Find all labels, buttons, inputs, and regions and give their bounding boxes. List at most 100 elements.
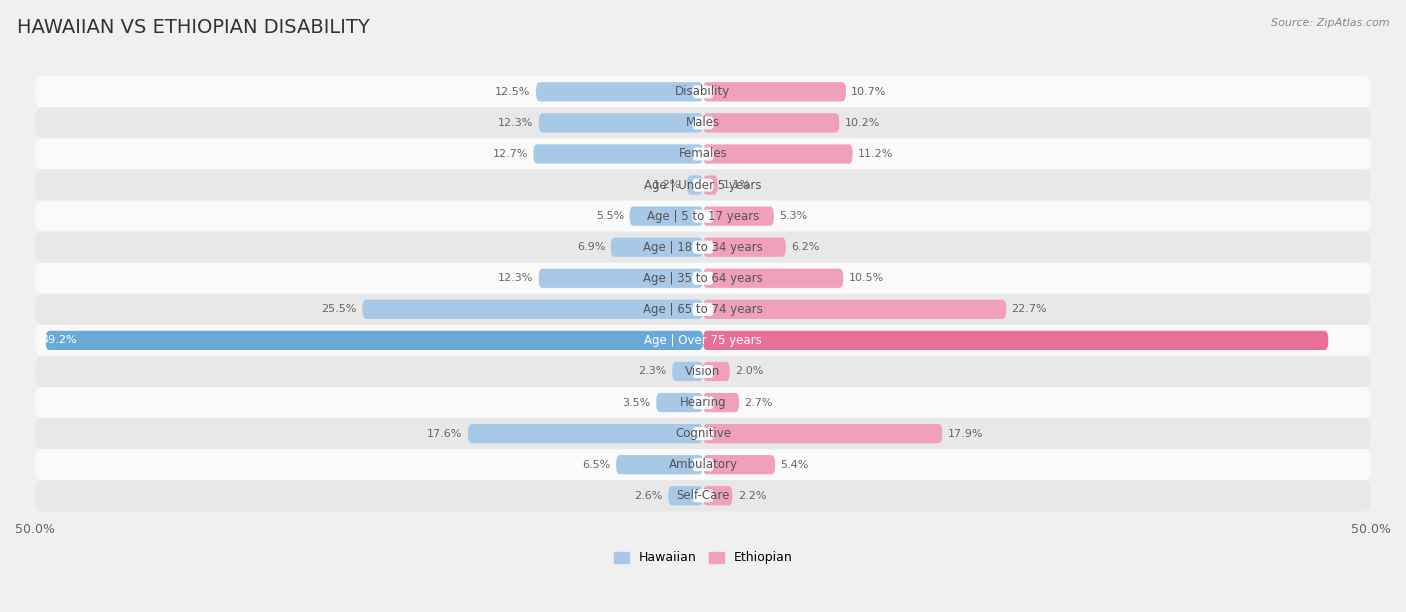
FancyBboxPatch shape (692, 241, 714, 254)
FancyBboxPatch shape (35, 356, 1371, 387)
FancyBboxPatch shape (703, 206, 773, 226)
Text: 10.7%: 10.7% (851, 87, 887, 97)
Text: 17.9%: 17.9% (948, 428, 983, 439)
Text: 3.5%: 3.5% (623, 398, 651, 408)
FancyBboxPatch shape (536, 82, 703, 102)
Text: 12.7%: 12.7% (492, 149, 529, 159)
FancyBboxPatch shape (35, 76, 1371, 107)
Text: 2.2%: 2.2% (738, 491, 766, 501)
FancyBboxPatch shape (692, 303, 714, 316)
Text: 2.7%: 2.7% (744, 398, 773, 408)
Text: 10.5%: 10.5% (849, 274, 884, 283)
Text: Self-Care: Self-Care (676, 489, 730, 502)
FancyBboxPatch shape (35, 325, 1371, 356)
FancyBboxPatch shape (692, 85, 714, 99)
Text: 5.5%: 5.5% (596, 211, 624, 221)
Text: 2.3%: 2.3% (638, 367, 666, 376)
Text: Age | Over 75 years: Age | Over 75 years (644, 334, 762, 347)
Text: Vision: Vision (685, 365, 721, 378)
Text: 1.2%: 1.2% (654, 180, 682, 190)
Text: 2.0%: 2.0% (735, 367, 763, 376)
Text: 1.1%: 1.1% (723, 180, 751, 190)
FancyBboxPatch shape (703, 113, 839, 133)
Text: Ambulatory: Ambulatory (668, 458, 738, 471)
Text: Age | 35 to 64 years: Age | 35 to 64 years (643, 272, 763, 285)
FancyBboxPatch shape (35, 449, 1371, 480)
FancyBboxPatch shape (692, 427, 714, 440)
Text: Source: ZipAtlas.com: Source: ZipAtlas.com (1271, 18, 1389, 28)
FancyBboxPatch shape (35, 107, 1371, 138)
Text: HAWAIIAN VS ETHIOPIAN DISABILITY: HAWAIIAN VS ETHIOPIAN DISABILITY (17, 18, 370, 37)
Text: Age | 65 to 74 years: Age | 65 to 74 years (643, 303, 763, 316)
FancyBboxPatch shape (630, 206, 703, 226)
FancyBboxPatch shape (35, 480, 1371, 511)
FancyBboxPatch shape (703, 330, 1329, 350)
FancyBboxPatch shape (35, 387, 1371, 418)
FancyBboxPatch shape (363, 300, 703, 319)
Text: 6.2%: 6.2% (792, 242, 820, 252)
Text: Hearing: Hearing (679, 396, 727, 409)
FancyBboxPatch shape (688, 176, 703, 195)
Text: 2.6%: 2.6% (634, 491, 662, 501)
FancyBboxPatch shape (692, 179, 714, 192)
FancyBboxPatch shape (616, 455, 703, 474)
Text: Age | 5 to 17 years: Age | 5 to 17 years (647, 210, 759, 223)
FancyBboxPatch shape (35, 138, 1371, 170)
FancyBboxPatch shape (610, 237, 703, 257)
FancyBboxPatch shape (538, 269, 703, 288)
FancyBboxPatch shape (35, 201, 1371, 232)
FancyBboxPatch shape (703, 455, 775, 474)
FancyBboxPatch shape (692, 365, 714, 378)
FancyBboxPatch shape (668, 486, 703, 506)
Text: 17.6%: 17.6% (427, 428, 463, 439)
FancyBboxPatch shape (35, 418, 1371, 449)
FancyBboxPatch shape (703, 424, 942, 443)
Text: 11.2%: 11.2% (858, 149, 893, 159)
Text: 46.8%: 46.8% (1329, 335, 1364, 345)
FancyBboxPatch shape (538, 113, 703, 133)
FancyBboxPatch shape (703, 393, 740, 412)
Text: 6.5%: 6.5% (582, 460, 610, 469)
FancyBboxPatch shape (468, 424, 703, 443)
Text: Age | Under 5 years: Age | Under 5 years (644, 179, 762, 192)
FancyBboxPatch shape (703, 300, 1007, 319)
FancyBboxPatch shape (692, 147, 714, 160)
FancyBboxPatch shape (35, 263, 1371, 294)
FancyBboxPatch shape (703, 237, 786, 257)
FancyBboxPatch shape (692, 458, 714, 471)
FancyBboxPatch shape (692, 209, 714, 223)
Text: Disability: Disability (675, 85, 731, 99)
FancyBboxPatch shape (692, 396, 714, 409)
FancyBboxPatch shape (692, 116, 714, 129)
FancyBboxPatch shape (672, 362, 703, 381)
Text: 5.4%: 5.4% (780, 460, 808, 469)
FancyBboxPatch shape (692, 489, 714, 502)
Text: 25.5%: 25.5% (322, 304, 357, 315)
FancyBboxPatch shape (533, 144, 703, 163)
FancyBboxPatch shape (703, 269, 844, 288)
FancyBboxPatch shape (703, 176, 717, 195)
Text: Males: Males (686, 116, 720, 129)
Text: 22.7%: 22.7% (1011, 304, 1047, 315)
FancyBboxPatch shape (35, 294, 1371, 325)
Text: 5.3%: 5.3% (779, 211, 807, 221)
Text: 49.2%: 49.2% (42, 335, 77, 345)
FancyBboxPatch shape (692, 272, 714, 285)
Text: Age | 18 to 34 years: Age | 18 to 34 years (643, 241, 763, 254)
Legend: Hawaiian, Ethiopian: Hawaiian, Ethiopian (609, 547, 797, 569)
Text: 6.9%: 6.9% (576, 242, 606, 252)
Text: 10.2%: 10.2% (845, 118, 880, 128)
FancyBboxPatch shape (35, 232, 1371, 263)
Text: Females: Females (679, 147, 727, 160)
FancyBboxPatch shape (703, 82, 846, 102)
FancyBboxPatch shape (703, 486, 733, 506)
FancyBboxPatch shape (703, 144, 852, 163)
Text: Cognitive: Cognitive (675, 427, 731, 440)
FancyBboxPatch shape (657, 393, 703, 412)
Text: 12.5%: 12.5% (495, 87, 530, 97)
Text: 12.3%: 12.3% (498, 118, 533, 128)
FancyBboxPatch shape (35, 170, 1371, 201)
FancyBboxPatch shape (703, 362, 730, 381)
FancyBboxPatch shape (45, 330, 703, 350)
Text: 12.3%: 12.3% (498, 274, 533, 283)
